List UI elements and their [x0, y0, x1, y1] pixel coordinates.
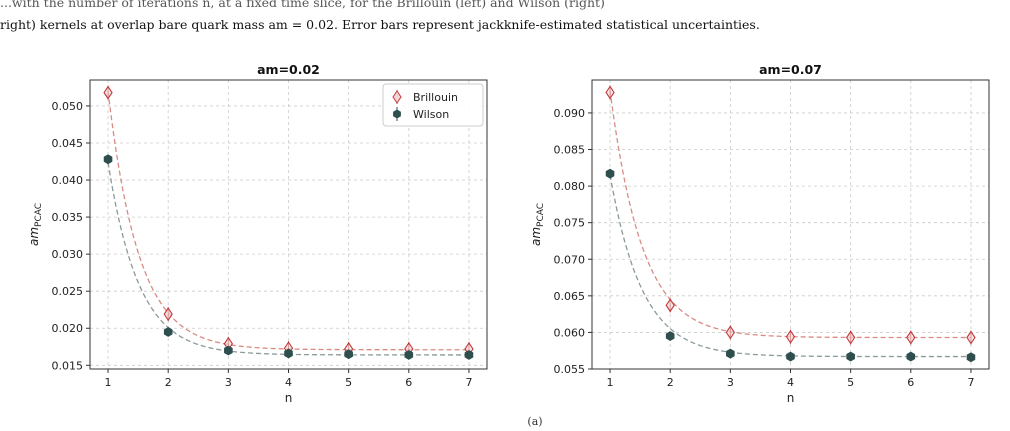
wilson-point [464, 349, 474, 360]
wilson-point [846, 351, 855, 362]
wilson-point [163, 326, 173, 337]
brillouin-point [605, 85, 615, 100]
brillouin-point [845, 330, 856, 345]
legend-brillouin-marker [392, 90, 402, 104]
brillouin-point [725, 325, 736, 340]
x-tick-label: 6 [405, 376, 412, 389]
y-tick-label: 0.060 [554, 326, 586, 339]
x-tick-label: 4 [787, 376, 794, 389]
y-tick-label: 0.020 [52, 322, 84, 335]
y-tick-label: 0.090 [554, 107, 586, 120]
y-tick-label: 0.045 [52, 137, 84, 150]
y-tick-label: 0.080 [554, 180, 586, 193]
y-axis-label: amPCAC [27, 203, 44, 246]
wilson-point [726, 348, 735, 359]
y-tick-label: 0.025 [52, 285, 84, 298]
x-axis-label: n [285, 391, 293, 405]
brillouin-point [665, 298, 675, 313]
legend-wilson-label: Wilson [413, 108, 449, 121]
brillouin-point [966, 330, 976, 345]
x-tick-label: 3 [727, 376, 734, 389]
x-tick-label: 6 [907, 376, 914, 389]
y-tick-label: 0.065 [554, 290, 586, 303]
wilson-point [284, 348, 293, 359]
wilson-point [344, 349, 353, 360]
caption-line: right) kernels at overlap bare quark mas… [0, 17, 760, 32]
caption-partial-line: ...with the number of iterations n, at a… [0, 0, 605, 10]
brillouin-point [785, 329, 796, 344]
y-tick-label: 0.070 [554, 253, 586, 266]
legend-wilson-marker [393, 109, 401, 119]
legend: Brillouin Wilson [382, 83, 484, 127]
brillouin-point [103, 85, 113, 100]
y-tick-label: 0.040 [52, 174, 84, 187]
wilson-point [224, 345, 233, 356]
wilson-point [404, 349, 414, 360]
x-tick-label: 7 [465, 376, 472, 389]
wilson-point [966, 352, 976, 363]
x-tick-label: 2 [667, 376, 674, 389]
y-tick-label: 0.015 [52, 359, 84, 372]
left-panel-am-0-02: 1 2 3 4 5 6 7 0.015 0.020 0.025 0.030 0.035 0.040 0.0… [27, 62, 488, 405]
wilson-point [605, 168, 615, 179]
y-tick-label: 0.055 [554, 363, 586, 376]
x-tick-label: 1 [607, 376, 614, 389]
brillouin-point [906, 330, 916, 345]
x-tick-label: 7 [967, 376, 974, 389]
wilson-point [665, 331, 675, 342]
x-tick-label: 1 [105, 376, 112, 389]
wilson-point [906, 351, 916, 362]
right-panel-am-0-07: 1 2 3 4 5 6 7 0.055 0.060 0.065 0.070 0.075 0.080 0.0… [529, 62, 990, 405]
x-tick-label: 5 [345, 376, 352, 389]
brillouin-point [163, 307, 173, 322]
figure-caption: ...with the number of iterations n, at a… [0, 0, 1010, 36]
y-tick-label: 0.035 [52, 211, 84, 224]
legend-brillouin-label: Brillouin [413, 91, 458, 104]
y-tick-label: 0.085 [554, 144, 586, 157]
chart-title: am=0.07 [759, 62, 822, 77]
x-tick-label: 4 [285, 376, 292, 389]
legend-box [382, 83, 484, 127]
y-tick-label: 0.050 [52, 100, 84, 113]
chart-title: am=0.02 [257, 62, 320, 77]
x-axis-label: n [787, 391, 795, 405]
y-tick-label: 0.030 [52, 248, 84, 261]
y-axis-label: amPCAC [529, 203, 546, 246]
x-tick-label: 2 [165, 376, 172, 389]
wilson-point [103, 154, 113, 165]
x-tick-label: 3 [225, 376, 232, 389]
x-tick-label: 5 [847, 376, 854, 389]
wilson-point [786, 351, 795, 362]
subfigure-label: (a) [527, 415, 542, 428]
y-tick-label: 0.075 [554, 217, 586, 230]
